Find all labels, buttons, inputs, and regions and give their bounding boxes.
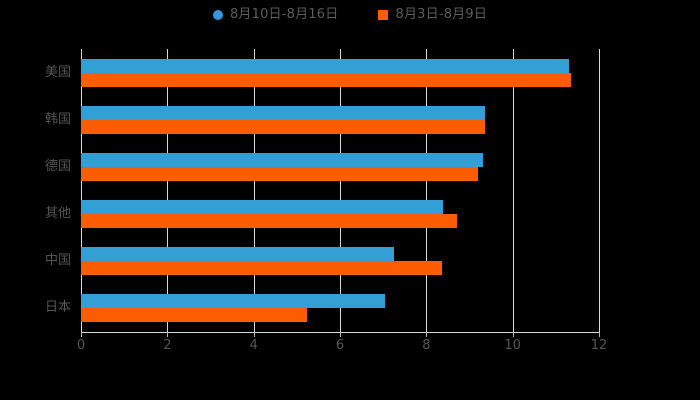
x-axis-tick-label: 2 (163, 338, 172, 353)
tick-mark (253, 332, 255, 337)
y-axis-label: 美国 (44, 64, 71, 80)
y-axis-label: 日本 (44, 300, 71, 316)
plot-area (81, 49, 600, 332)
x-axis-tick-label: 8 (422, 338, 431, 353)
gridline (167, 49, 169, 332)
gridline (253, 49, 255, 332)
y-axis-label: 中国 (44, 253, 71, 269)
legend-item-label: 8月3日-8月9日 (395, 7, 488, 22)
x-gridlines (81, 49, 600, 332)
bar[interactable] (81, 72, 571, 87)
legend-item-series-1[interactable]: 8月10日-8月16日 (212, 7, 339, 22)
gridline (426, 49, 428, 332)
x-axis-tick-label: 12 (590, 338, 608, 353)
square-marker-icon (378, 9, 389, 20)
y-axis-label: 韩国 (44, 111, 71, 127)
gridline (599, 49, 600, 332)
tick-mark (81, 332, 82, 337)
tick-mark (426, 332, 428, 337)
bar[interactable] (81, 166, 478, 181)
bar[interactable] (81, 200, 443, 215)
x-axis-tick-label: 10 (504, 338, 521, 353)
bar[interactable] (81, 152, 483, 167)
tick-mark (599, 332, 600, 337)
tick-mark (167, 332, 169, 337)
y-axis-label: 其他 (44, 206, 71, 222)
x-axis-tick-label: 6 (335, 338, 345, 353)
legend-item-series-2[interactable]: 8月3日-8月9日 (378, 8, 487, 21)
chart-legend: 8月10日-8月16日 8月3日-8月9日 (0, 8, 700, 21)
bar[interactable] (81, 261, 442, 276)
bar[interactable] (81, 247, 395, 262)
bar[interactable] (81, 58, 569, 73)
bar[interactable] (81, 119, 486, 134)
tick-mark (340, 332, 341, 337)
bar[interactable] (81, 214, 457, 229)
bar[interactable] (81, 308, 307, 323)
legend-item-label: 8月10日-8月16日 (229, 7, 339, 22)
circle-marker-icon (212, 9, 223, 20)
bar[interactable] (81, 294, 385, 309)
tick-mark (512, 332, 514, 337)
y-axis-labels: 美国韩国德国其他中国日本 (0, 49, 71, 332)
gridline (340, 49, 341, 332)
x-axis-tick-label: 4 (249, 338, 258, 353)
x-axis-tick-label: 0 (76, 338, 86, 353)
gridline (512, 49, 514, 332)
gridline (81, 49, 82, 332)
y-axis-label: 德国 (44, 158, 71, 174)
bar[interactable] (81, 105, 486, 120)
